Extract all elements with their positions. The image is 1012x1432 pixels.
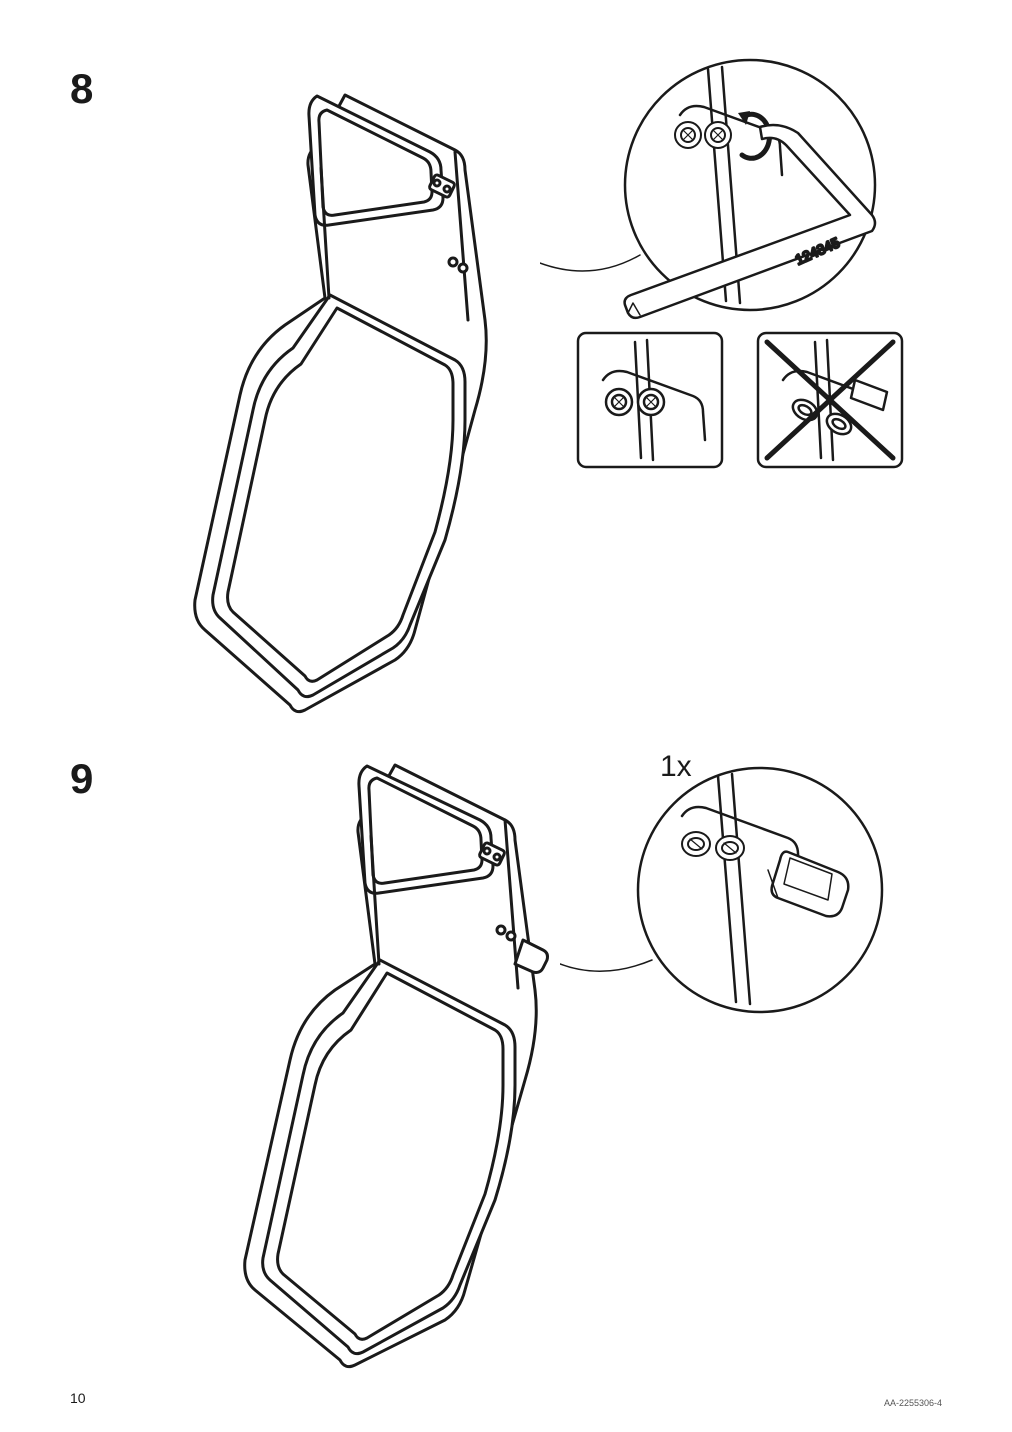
step-9-detail-circle [560,760,920,1040]
instruction-page: 8 [0,0,1012,1432]
step-8-detail-circle: 124345 [540,55,930,355]
step-9-chair-illustration [195,750,615,1370]
page-number: 10 [70,1390,86,1406]
document-code: AA-2255306-4 [884,1398,942,1408]
step-9-number: 9 [70,755,93,803]
page-footer: 10 [0,1390,1012,1408]
step-8-number: 8 [70,65,93,113]
step-8-correct-diagram [575,330,725,470]
step-8-incorrect-diagram [755,330,905,470]
step-8-chair-illustration [145,70,565,720]
